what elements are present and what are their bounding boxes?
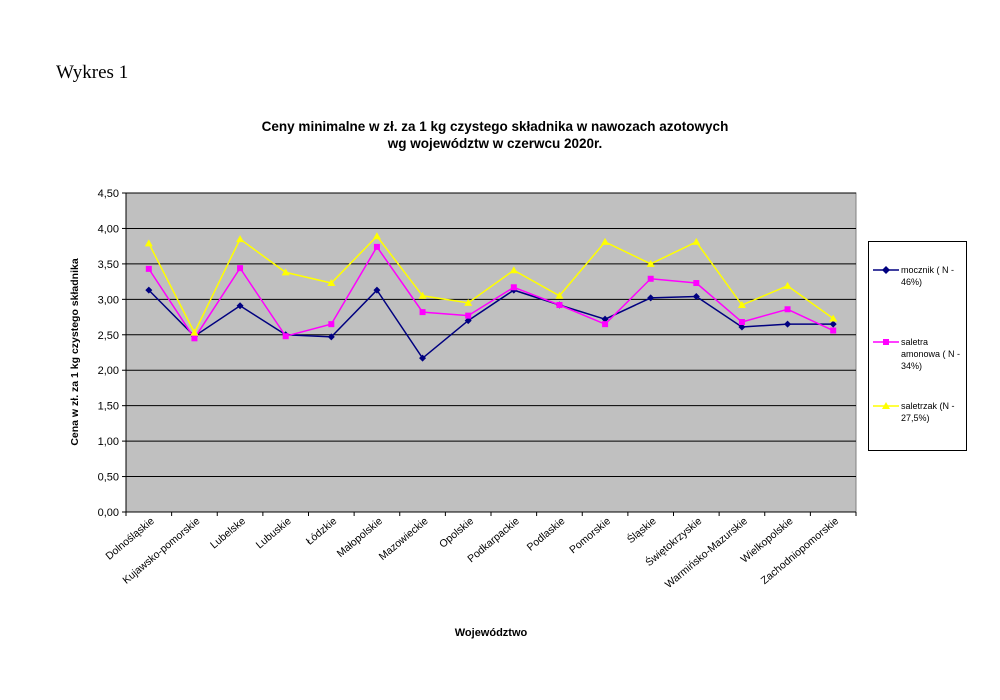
data-point-saletrzak — [372, 232, 381, 240]
y-axis-label: Cena w zł. za 1 kg czystego składnika — [69, 258, 81, 445]
chart-title-line-1: Ceny minimalne w zł. za 1 kg czystego sk… — [261, 119, 729, 134]
x-tick-label: Podlaskie — [525, 515, 568, 554]
x-tick-label: Lubelske — [208, 515, 248, 551]
data-point-saletra — [738, 319, 745, 326]
grid-lines — [126, 192, 856, 478]
data-point-mocznik — [464, 317, 472, 325]
data-point-saletra — [282, 333, 289, 340]
series-saletra — [145, 243, 837, 342]
y-tick-labels: 0,00 0,50 1,00 1,50 2,00 2,50 3,00 3,50 4,00 4,50 — [98, 188, 119, 519]
y-tick-label: 3,50 — [98, 259, 119, 271]
data-point-saletrzak — [190, 328, 199, 336]
x-tick-label: Zachodniopomorskie — [759, 515, 842, 587]
data-point-saletra — [647, 275, 654, 282]
data-point-saletrzak — [601, 237, 610, 245]
legend-label-saletrzak: saletrzak (N - 27,5%) — [901, 401, 955, 423]
series-saletrzak — [144, 232, 838, 336]
data-point-mocznik — [601, 315, 609, 323]
chart-legend: mocznik ( N - 46%) saletra amonowa ( N -… — [868, 241, 967, 451]
chart-title: Ceny minimalne w zł. za 1 kg czystego sk… — [200, 118, 790, 152]
legend-label-mocznik: mocznik ( N - 46%) — [901, 265, 955, 287]
data-point-saletra — [191, 335, 198, 342]
data-point-saletrzak — [418, 291, 427, 299]
data-point-saletra — [602, 321, 609, 328]
y-tick-label: 4,50 — [98, 188, 119, 200]
x-axis-label: Województwo — [455, 627, 528, 639]
data-point-saletrzak — [692, 237, 701, 245]
data-point-saletrzak — [509, 266, 518, 274]
data-point-saletra — [510, 284, 517, 291]
data-point-saletrzak — [829, 314, 838, 322]
y-tick-label: 2,50 — [98, 330, 119, 342]
axes — [122, 192, 857, 516]
data-point-mocznik — [692, 292, 700, 300]
data-point-saletrzak — [144, 239, 153, 247]
data-point-saletra — [465, 312, 472, 319]
y-tick-label: 2,00 — [98, 365, 119, 377]
data-point-saletrzak — [236, 235, 245, 243]
y-tick-label: 4,00 — [98, 223, 119, 235]
data-point-mocznik — [419, 354, 427, 362]
data-point-saletrzak — [464, 298, 473, 306]
data-point-saletra — [556, 302, 563, 309]
data-point-mocznik — [738, 323, 746, 331]
series-layer — [144, 232, 838, 362]
x-tick-label: Lubuskie — [254, 515, 294, 551]
data-point-saletra — [419, 309, 426, 316]
data-point-mocznik — [373, 286, 381, 294]
legend-swatch-mocznik — [873, 266, 899, 274]
data-point-saletra — [328, 321, 335, 328]
data-point-saletrzak — [327, 279, 336, 287]
data-point-saletra — [237, 265, 244, 272]
series-line-saletrzak — [148, 235, 834, 335]
legend-swatch-saletra — [873, 339, 899, 345]
y-tick-label: 1,00 — [98, 436, 119, 448]
data-point-saletrzak — [737, 301, 746, 309]
data-point-saletrzak — [783, 281, 792, 289]
plot-area — [125, 192, 857, 513]
y-tick-label: 3,00 — [98, 294, 119, 306]
data-point-saletra — [830, 327, 837, 334]
x-tick-label: Pomorskie — [567, 515, 613, 556]
data-point-saletra — [784, 306, 791, 313]
y-tick-label: 0,00 — [98, 507, 119, 519]
data-point-mocznik — [647, 294, 655, 302]
page-title: Wykres 1 — [56, 62, 129, 83]
series-line-mocznik — [148, 288, 834, 360]
data-point-saletra — [145, 265, 152, 272]
data-point-mocznik — [145, 286, 153, 294]
x-tick-label: Kujawsko-pomorskie — [120, 515, 202, 587]
data-point-mocznik — [327, 333, 335, 341]
x-tick-label: Opolskie — [437, 515, 476, 551]
x-tick-label: Mazowieckie — [377, 515, 431, 563]
legend-swatch-saletrzak — [873, 402, 899, 409]
chart-title-line-2: wg województw w czerwcu 2020r. — [387, 136, 603, 151]
y-tick-label: 1,50 — [98, 401, 119, 413]
data-point-saletrzak — [555, 291, 564, 299]
data-point-saletrzak — [281, 268, 290, 276]
data-point-saletra — [693, 280, 700, 287]
x-tick-label: Warmińsko-Mazurskie — [663, 515, 750, 591]
data-point-mocznik — [236, 302, 244, 310]
x-tick-label: Śląskie — [624, 514, 658, 546]
data-point-mocznik — [784, 320, 792, 328]
data-point-saletrzak — [646, 259, 655, 267]
y-tick-label: 0,50 — [98, 472, 119, 484]
data-point-saletra — [373, 243, 380, 250]
data-point-mocznik — [829, 320, 837, 328]
x-tick-label: Łódzkie — [304, 515, 340, 548]
series-line-saletra — [148, 245, 834, 340]
legend-label-saletra: saletra amonowa ( N - 34%) — [901, 337, 961, 371]
